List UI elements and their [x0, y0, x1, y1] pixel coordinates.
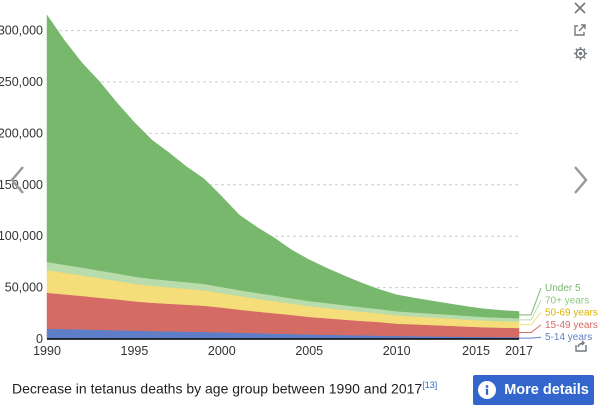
y-tick-label: 150,000 [0, 178, 43, 192]
x-tick-label: 2005 [295, 344, 323, 358]
legend-connector [519, 287, 542, 316]
more-details-label: More details [504, 382, 589, 398]
legend-item: 5-14 years [545, 332, 592, 343]
chevron-left-icon[interactable] [8, 164, 26, 196]
area-under-5[interactable] [46, 14, 520, 319]
caption-bar: Decrease in tetanus deaths by age group … [0, 370, 600, 409]
y-tick-label: 250,000 [0, 75, 43, 89]
legend-connector [519, 336, 542, 339]
x-tick-label: 1990 [33, 344, 61, 358]
legend-item: 15-49 years [545, 320, 598, 331]
x-tick-label: 2015 [462, 344, 490, 358]
more-details-button[interactable]: More details [473, 375, 594, 405]
legend-connector [519, 312, 542, 326]
legend-item: 70+ years [545, 295, 589, 306]
y-tick-label: 0 [36, 332, 43, 346]
legend-connector [519, 300, 542, 321]
chevron-right-icon[interactable] [572, 164, 590, 196]
expand-icon[interactable] [571, 21, 589, 39]
legend-item: Under 5 [545, 283, 581, 294]
caption-text: Decrease in tetanus deaths by age group … [12, 380, 423, 397]
gear-icon[interactable] [571, 44, 589, 62]
legend-item: 50-69 years [545, 308, 598, 319]
info-icon [478, 381, 497, 399]
area-series [46, 14, 520, 340]
axes: 0 50,000 100,000 150,000 200,000 250,000 300,0… [0, 24, 533, 358]
y-tick-label: 200,000 [0, 126, 43, 140]
chart: 0 50,000 100,000 150,000 200,000 250,000 300,0… [0, 0, 598, 358]
x-tick-label: 2000 [208, 344, 236, 358]
legend-connector [519, 324, 542, 334]
share-icon[interactable] [572, 337, 589, 354]
y-tick-label: 50,000 [5, 281, 43, 295]
x-tick-label: 2017 [505, 344, 533, 358]
stacked-area-chart: 0 50,000 100,000 150,000 200,000 250,000 300,0… [0, 14, 598, 358]
y-tick-label: 300,000 [0, 24, 43, 38]
x-tick-label: 1995 [121, 344, 149, 358]
y-tick-label: 100,000 [0, 229, 43, 243]
x-tick-label: 2010 [383, 344, 411, 358]
reference-link[interactable]: [13] [422, 380, 438, 390]
close-icon[interactable] [571, 0, 589, 16]
chart-caption: Decrease in tetanus deaths by age group … [12, 380, 437, 397]
